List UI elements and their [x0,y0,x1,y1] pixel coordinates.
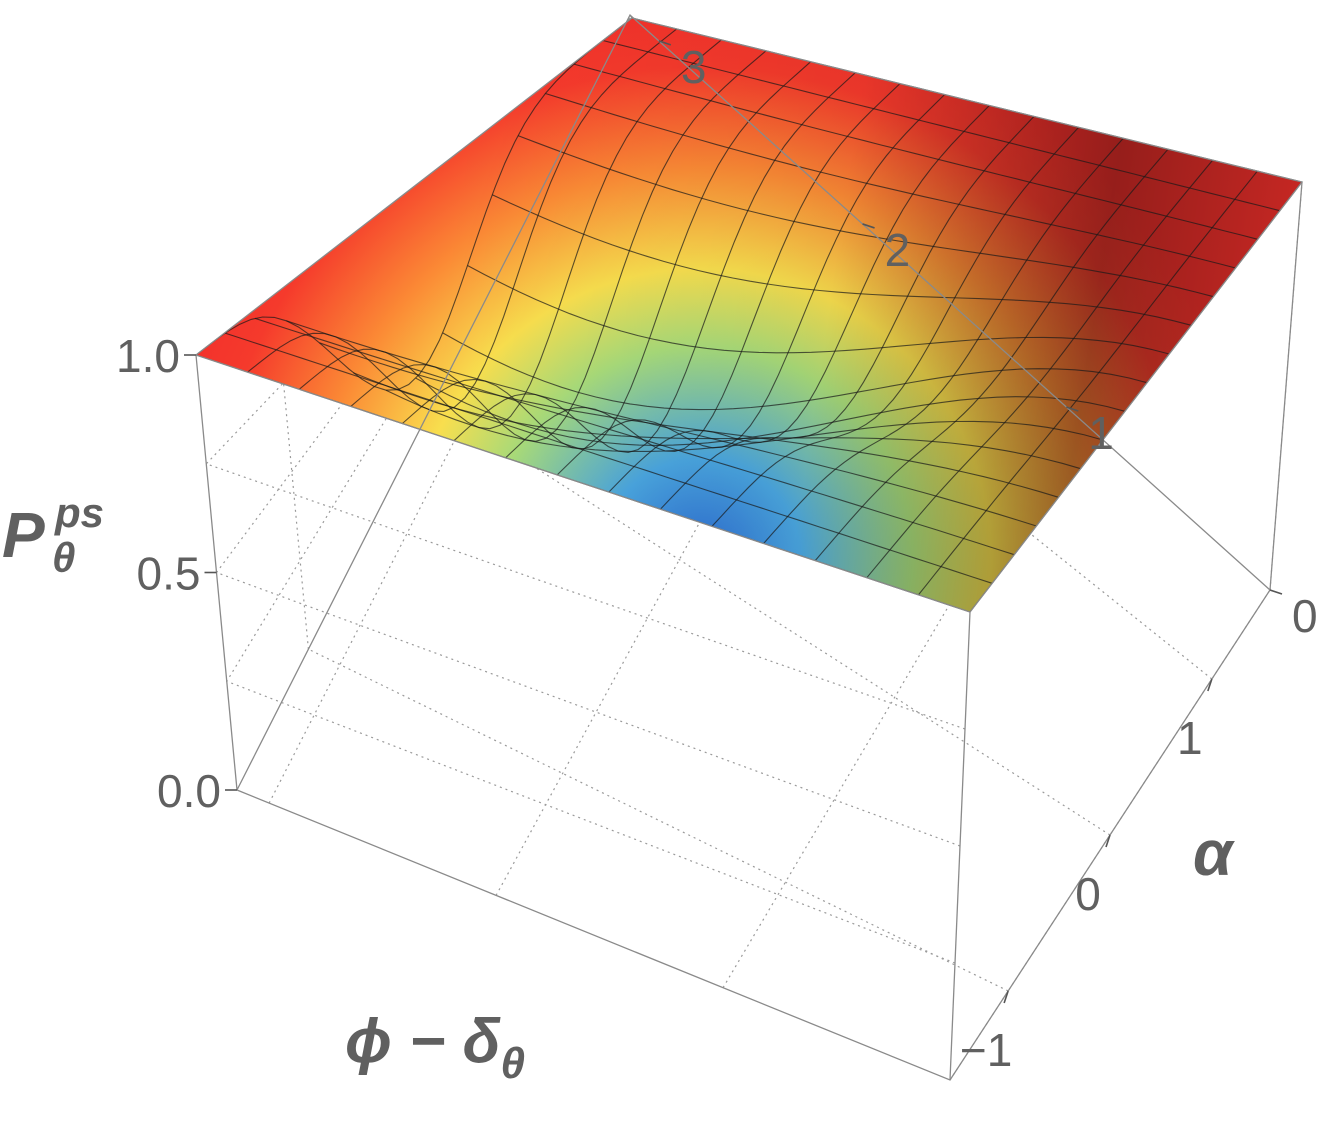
box-edge-vertical-front-right [1269,181,1303,591]
mesh-line-alpha-6 [660,116,1035,510]
x-tick-mark-2 [1207,678,1213,692]
z-axis-label-sub: θ [52,534,75,581]
mesh-line-phi-6 [385,389,1103,452]
tick-labels: −1 0 1 0 1 2 3 0.0 0.5 1.0 [116,40,1318,1076]
mesh-line-phi-14 [602,39,1281,212]
y-tick-label-1: 1 [1088,407,1114,459]
box-top-face [194,17,1304,613]
mesh-line-phi-10 [491,194,1192,326]
y-tick-mark-0 [1269,589,1283,595]
box-bottom-face [236,13,1271,1081]
mesh-line-alpha-11 [402,61,812,450]
mesh-line-phi-12 [545,92,1236,269]
mesh-line-alpha-10 [453,72,856,453]
mesh-line-alpha-4 [763,137,1124,544]
y-axis-label: α [1193,817,1235,889]
z-tick-label-0: 0.0 [157,765,221,817]
x-tick-mark-0 [1003,990,1009,1004]
mesh-line-phi-9 [467,265,1170,355]
z-axis-label-sup: ps [54,489,104,536]
mesh-line-phi-7 [415,377,1126,446]
z-axis-label: P [2,499,45,571]
mesh-line-phi-13 [573,63,1258,240]
mesh-line-alpha-13 [298,39,722,430]
surface-shading [196,18,1302,612]
y-tick-label-0: 0 [1292,590,1318,642]
y-tick-mark-1 [1066,406,1079,412]
mesh-line-phi-4 [319,342,1059,498]
x-tick-label-0: −1 [960,1024,1012,1076]
mesh-line-alpha-5 [711,126,1080,527]
mesh-line-alpha-14 [247,28,678,412]
mesh-line-alpha-9 [505,83,901,459]
x-axis-label: ϕ − δθ [345,1007,525,1088]
y-tick-mark-2 [862,223,875,229]
mesh-line-alpha-7 [608,105,990,493]
y-tick-mark-3 [658,40,672,46]
floor-gridline-x-0 [308,648,1009,992]
y-tick-label-2: 2 [885,224,911,276]
y-tick-label-3: 3 [681,41,707,93]
mesh-line-alpha-3 [814,148,1169,561]
mesh-line-phi-1 [224,332,993,584]
x-tick-label-2: 1 [1177,712,1203,764]
mesh-line-alpha-15 [195,17,633,391]
mesh-line-phi-11 [517,135,1214,298]
mesh-line-phi-8 [442,332,1148,411]
floor-gridline-a-1 [722,406,1067,988]
z-tick-label-1: 0.5 [137,548,201,600]
floor-gridline-x-1 [433,401,1111,836]
mesh-line-alpha-12 [350,50,767,442]
surface-top [196,18,1302,612]
mesh-line-alpha-8 [556,94,946,476]
mesh-line-alpha-1 [917,170,1258,596]
x-tick-label-1: 0 [1075,868,1101,920]
x-tick-mark-1 [1105,834,1111,848]
mesh-line-phi-5 [353,372,1081,470]
z-tick-label-2: 1.0 [116,330,180,382]
box-edge-vertical-front-left [949,611,971,1081]
